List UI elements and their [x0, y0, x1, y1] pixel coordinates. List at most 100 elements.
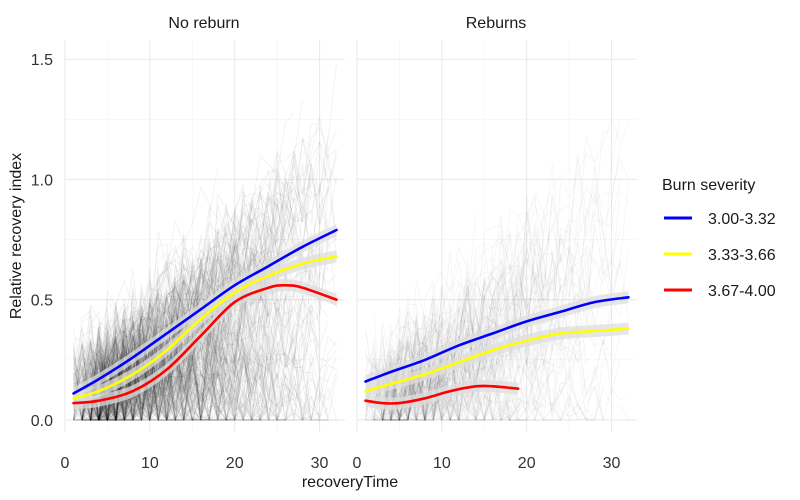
trajectory-line: [98, 286, 176, 422]
trajectory-line: [98, 330, 210, 421]
trajectory-line: [73, 377, 329, 422]
trajectory-line: [90, 360, 270, 421]
trajectory-line: [81, 351, 210, 422]
trajectory-line: [98, 372, 328, 422]
trajectory-line: [81, 385, 337, 422]
trajectory-line: [98, 263, 312, 420]
trajectory-line: [90, 319, 134, 421]
trajectory-line: [98, 329, 286, 421]
trajectory-line: [73, 193, 303, 390]
trajectory-line: [98, 335, 312, 422]
confidence-ribbon: [73, 250, 337, 405]
trajectory-line: [98, 364, 337, 422]
trajectory-line: [90, 357, 193, 421]
trajectory-line: [90, 322, 329, 422]
smoothed-series: [72, 224, 338, 410]
legend-label: 3.00-3.32: [708, 211, 776, 228]
trajectory-line: [90, 298, 176, 396]
trajectory-line: [73, 163, 320, 421]
gridlines: [64, 40, 345, 432]
trajectory-line: [98, 258, 218, 421]
trajectory-line: [81, 365, 202, 421]
x-axis-ticks: 0 10 20 30: [61, 455, 329, 472]
legend-label: 3.67-4.00: [708, 283, 776, 300]
trajectory-line: [98, 272, 320, 415]
trajectory-line: [98, 284, 236, 418]
trajectory-line: [81, 274, 176, 422]
trajectory-line: [98, 371, 337, 416]
trajectory-line: [90, 256, 270, 421]
trajectory-line: [81, 334, 202, 422]
trajectory-line: [73, 284, 270, 421]
trajectory-line: [73, 252, 270, 380]
trajectory-line: [82, 246, 287, 421]
trajectory-line: [81, 331, 320, 421]
trajectory-line: [82, 317, 168, 421]
trajectory-line: [73, 288, 227, 422]
trajectory-line: [90, 254, 219, 417]
x-tick-label: 20: [226, 455, 244, 472]
x-tick-label: 10: [433, 455, 451, 472]
trajectory-line: [90, 353, 151, 407]
trajectory-line: [81, 323, 184, 421]
trajectory-line: [73, 342, 295, 421]
trajectory-line: [90, 326, 125, 421]
trajectory-line: [73, 362, 159, 421]
trajectory-line: [73, 323, 125, 390]
trajectory-line: [98, 335, 261, 421]
trajectory-line: [73, 342, 108, 391]
trajectory-line: [82, 367, 337, 422]
trajectory-line: [73, 294, 295, 422]
trajectory-line: [73, 123, 320, 407]
trajectory-line: [90, 384, 185, 421]
trajectory-line: [73, 364, 329, 422]
y-tick-label: 1.5: [31, 52, 53, 69]
trajectory-line: [98, 306, 202, 422]
trajectory-line: [90, 232, 337, 421]
trajectory-line: [98, 213, 244, 416]
trajectory-line: [73, 305, 270, 422]
trajectory-line: [98, 355, 235, 422]
trajectory-line: [98, 329, 142, 421]
smoothed-series: [364, 291, 630, 410]
trajectory-line: [90, 373, 244, 422]
trajectory-line: [73, 268, 193, 422]
series-line: [72, 255, 338, 400]
trajectory-line: [73, 273, 202, 419]
trajectory-line: [73, 299, 185, 420]
legend-title: Burn severity: [662, 177, 755, 194]
trajectory-line: [90, 100, 304, 422]
y-tick-label: 0.5: [31, 293, 53, 310]
trajectory-line: [81, 378, 286, 422]
trajectory-line: [98, 318, 236, 422]
trajectory-line: [90, 332, 142, 421]
trajectory-line: [73, 246, 193, 410]
y-axis-ticks: 0.0 0.5 1.0 1.5: [31, 52, 53, 430]
trajectory-line: [98, 323, 168, 421]
facet-panel-reburns: Reburns 0 10 20 30: [353, 15, 637, 472]
trajectory-line: [81, 337, 176, 421]
x-tick-label: 10: [141, 455, 159, 472]
trajectory-line: [98, 362, 320, 422]
trajectory-line: [90, 384, 201, 421]
trajectory-line: [90, 343, 312, 422]
y-tick-label: 1.0: [31, 172, 53, 189]
trajectory-line: [90, 331, 253, 421]
x-tick-label: 30: [603, 455, 621, 472]
trajectory-line: [73, 301, 142, 406]
trajectory-line: [98, 359, 303, 422]
trajectory-line: [73, 273, 185, 422]
trajectory-line: [98, 346, 304, 409]
y-tick-label: 0.0: [31, 413, 53, 430]
trajectory-line: [81, 329, 125, 369]
series-line: [364, 384, 520, 405]
trajectory-line: [73, 210, 320, 398]
trajectory-line: [81, 349, 253, 422]
facet-strip-label: No reburn: [168, 15, 239, 32]
x-tick-label: 0: [61, 455, 70, 472]
legend: Burn severity 3.00-3.32 3.33-3.66 3.67-4.0…: [662, 177, 776, 300]
trajectory-line: [90, 239, 287, 421]
x-tick-label: 20: [518, 455, 536, 472]
trajectory-line: [90, 294, 185, 421]
